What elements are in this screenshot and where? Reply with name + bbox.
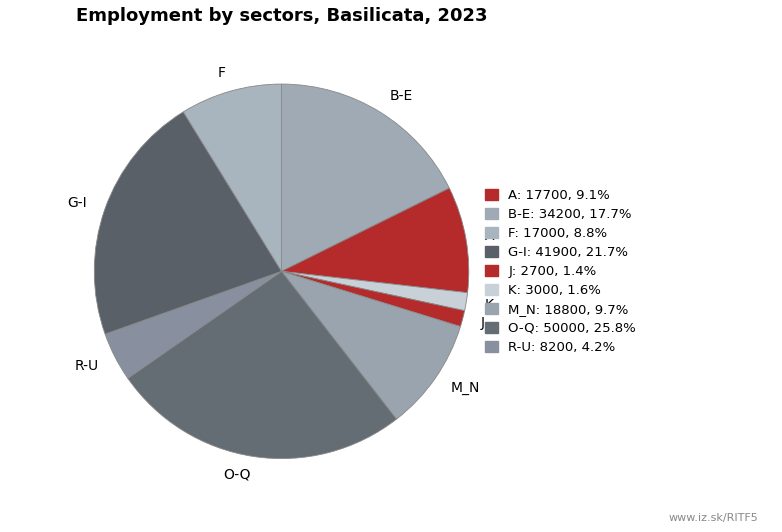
Text: B-E: B-E [390, 89, 414, 103]
Wedge shape [282, 271, 468, 311]
Text: www.iz.sk/RITF5: www.iz.sk/RITF5 [669, 513, 759, 523]
Text: J: J [481, 317, 485, 330]
Wedge shape [127, 271, 396, 459]
Wedge shape [95, 112, 282, 334]
Wedge shape [183, 84, 282, 271]
Wedge shape [282, 84, 450, 271]
Text: F: F [217, 66, 225, 80]
Wedge shape [105, 271, 282, 378]
Text: M_N: M_N [451, 381, 480, 395]
Wedge shape [282, 271, 465, 327]
Text: O-Q: O-Q [223, 468, 250, 482]
Wedge shape [282, 271, 461, 419]
Wedge shape [282, 188, 468, 293]
Text: G-I: G-I [67, 196, 88, 210]
Legend: A: 17700, 9.1%, B-E: 34200, 17.7%, F: 17000, 8.8%, G-I: 41900, 21.7%, J: 2700, 1: A: 17700, 9.1%, B-E: 34200, 17.7%, F: 17… [485, 189, 637, 354]
Text: K: K [485, 298, 493, 312]
Text: R-U: R-U [74, 359, 99, 372]
Text: A: A [484, 229, 494, 243]
Title: Employment by sectors, Basilicata, 2023: Employment by sectors, Basilicata, 2023 [76, 6, 487, 24]
